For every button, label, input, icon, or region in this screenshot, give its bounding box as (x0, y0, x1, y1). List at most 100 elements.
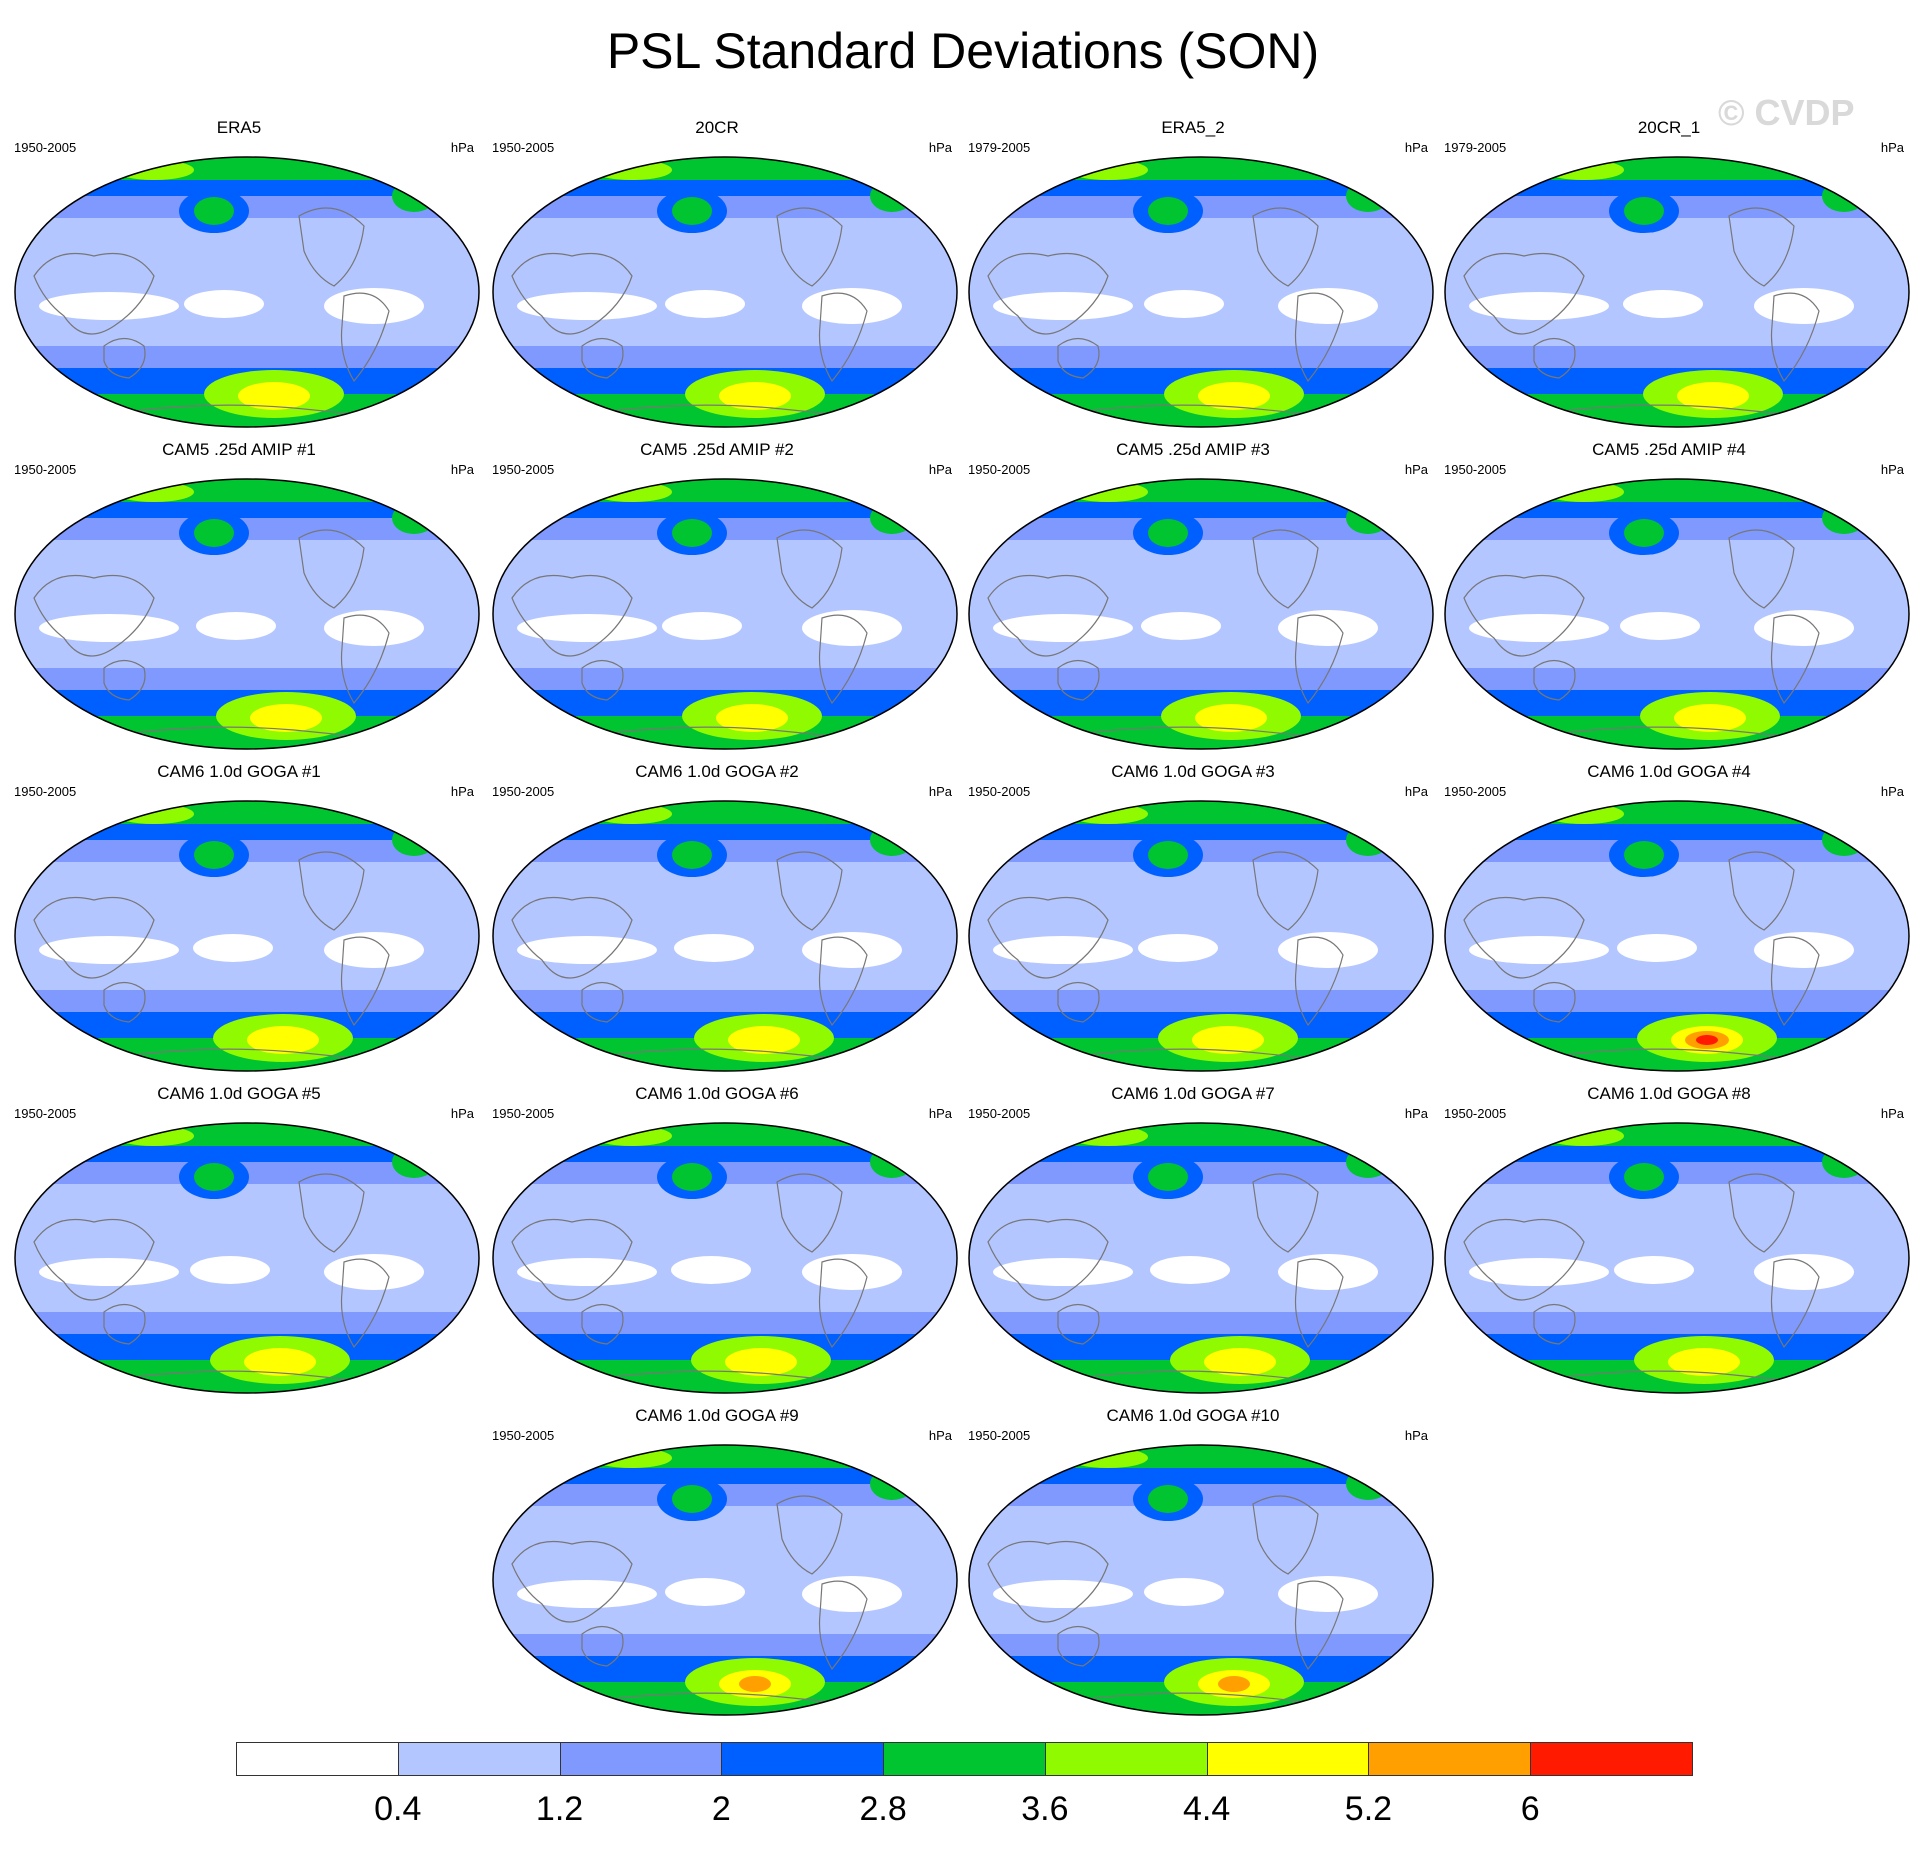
southern-max (1195, 704, 1267, 732)
north-pacific-low (1624, 841, 1664, 869)
tropical-low-variability (1623, 290, 1703, 318)
north-pacific-low (194, 519, 234, 547)
psl-map (492, 1122, 958, 1394)
tropical-low-variability (39, 292, 179, 320)
tropical-low-variability (1144, 290, 1224, 318)
map-panel: CAM5 .25d AMIP #4 1950-2005 hPa (1430, 440, 1910, 750)
southern-max (250, 704, 322, 732)
psl-map (968, 478, 1434, 750)
panel-period: 1950-2005 (968, 1106, 1031, 1121)
tropical-low-variability (1754, 610, 1854, 646)
tropical-low-variability (1614, 1256, 1694, 1284)
asia-outline (511, 574, 633, 657)
colorbar-box (559, 1742, 723, 1776)
asia-outline (33, 252, 155, 335)
map-frame (1444, 478, 1910, 750)
australia-outline (1533, 337, 1576, 379)
map-panel: CAM6 1.0d GOGA #6 1950-2005 hPa (478, 1084, 958, 1394)
psl-map (968, 1444, 1434, 1716)
colorbar-tick-label: 2.8 (859, 1790, 907, 1828)
south-america-outline (818, 292, 868, 383)
tropical-low-variability (324, 610, 424, 646)
tropical-low-variability (1617, 934, 1697, 962)
psl-map (14, 478, 480, 750)
panel-period: 1950-2005 (1444, 462, 1507, 477)
tropical-low-variability (1469, 292, 1609, 320)
colorbar-box (397, 1742, 561, 1776)
tropical-low-variability (39, 936, 179, 964)
tropical-low-variability (1278, 1254, 1378, 1290)
asia-outline (511, 1540, 633, 1623)
panel-units: hPa (928, 1428, 952, 1443)
colorbar-box (1368, 1742, 1532, 1776)
north-pacific-low (194, 1163, 234, 1191)
southern-max (725, 1348, 797, 1376)
north-atlantic-max (1822, 1146, 1866, 1178)
north-band (493, 1123, 957, 1146)
psl-map (968, 156, 1434, 428)
australia-outline (581, 659, 624, 701)
australia-outline (103, 1303, 146, 1345)
australia-outline (1533, 659, 1576, 701)
asia-outline (987, 1218, 1109, 1301)
tropical-low-variability (1278, 288, 1378, 324)
panel-period: 1950-2005 (492, 140, 555, 155)
north-band (15, 157, 479, 180)
north-america-outline (776, 1495, 843, 1575)
psl-map (14, 1122, 480, 1394)
southern-max (238, 382, 310, 410)
panel-units: hPa (450, 784, 474, 799)
north-band (969, 157, 1433, 180)
south-america-outline (1770, 936, 1820, 1027)
tropical-low-variability (993, 614, 1133, 642)
tropical-low-variability (517, 1580, 657, 1608)
map-frame (968, 800, 1434, 1072)
asia-outline (987, 252, 1109, 335)
panel-period: 1950-2005 (14, 462, 77, 477)
map-frame (1444, 1122, 1910, 1394)
north-band (969, 1445, 1433, 1468)
north-band (1445, 479, 1909, 502)
tropical-low-variability (802, 1254, 902, 1290)
north-pacific-low (672, 197, 712, 225)
australia-outline (103, 337, 146, 379)
north-band (15, 479, 479, 502)
tropical-low-variability (802, 610, 902, 646)
north-america-outline (1728, 207, 1795, 287)
north-atlantic-max (392, 1146, 436, 1178)
australia-outline (581, 981, 624, 1023)
australia-outline (1057, 1625, 1100, 1667)
psl-map (492, 1444, 958, 1716)
north-pacific-low (672, 1485, 712, 1513)
north-pacific-low (1624, 519, 1664, 547)
panel-period: 1950-2005 (492, 462, 555, 477)
southern-max (716, 704, 788, 732)
tropical-low-variability (1754, 1254, 1854, 1290)
panel-units: hPa (1404, 1106, 1428, 1121)
southern-max (247, 1026, 319, 1054)
south-america-outline (818, 936, 868, 1027)
south-america-outline (1294, 936, 1344, 1027)
north-america-outline (776, 851, 843, 931)
south-america-outline (818, 1580, 868, 1671)
tropical-low-variability (39, 1258, 179, 1286)
tropical-low-variability (802, 1576, 902, 1612)
map-panel: CAM6 1.0d GOGA #5 1950-2005 hPa (0, 1084, 480, 1394)
figure-title: PSL Standard Deviations (SON) (606, 23, 1320, 79)
map-panel: CAM5 .25d AMIP #3 1950-2005 hPa (954, 440, 1434, 750)
north-pacific-low (672, 841, 712, 869)
map-frame (492, 800, 958, 1072)
north-america-outline (1728, 1173, 1795, 1253)
colorbar-box (1206, 1742, 1370, 1776)
panel-period: 1950-2005 (968, 462, 1031, 477)
south-america-outline (340, 292, 390, 383)
tropical-low-variability (1278, 1576, 1378, 1612)
panel-period: 1950-2005 (968, 1428, 1031, 1443)
psl-map (1444, 156, 1910, 428)
map-panel: CAM6 1.0d GOGA #3 1950-2005 hPa (954, 762, 1434, 1072)
tropical-low-variability (1150, 1256, 1230, 1284)
tropical-low-variability (1469, 614, 1609, 642)
north-band (1445, 157, 1909, 180)
north-atlantic-max (870, 824, 914, 856)
colorbar-tick-label: 1.2 (535, 1790, 584, 1828)
